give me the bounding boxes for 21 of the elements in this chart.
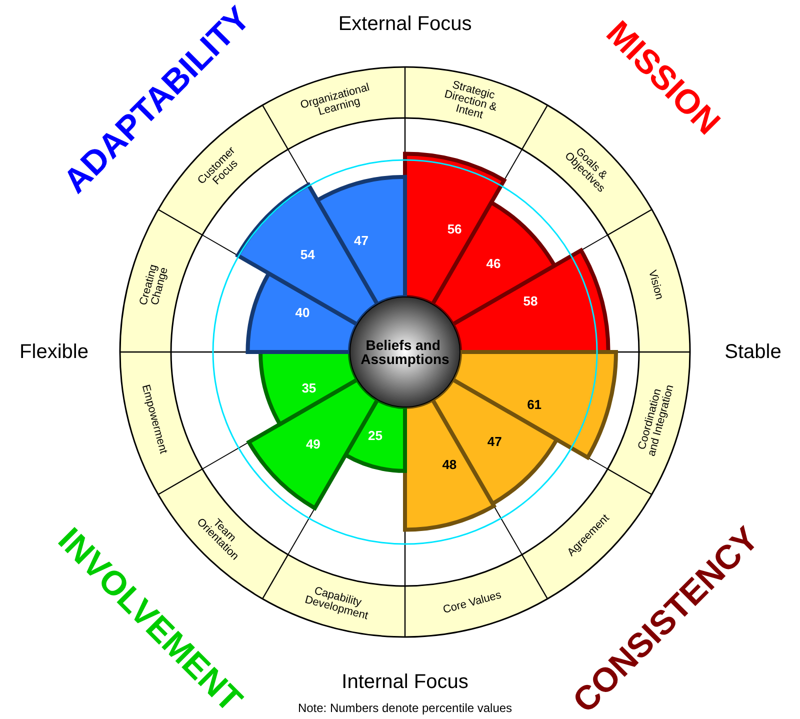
data-label: 48 bbox=[442, 457, 457, 472]
data-label: 56 bbox=[447, 222, 462, 237]
text: Beliefs and Assumptions bbox=[360, 337, 450, 367]
data-label: 47 bbox=[354, 233, 368, 248]
category-label: Vision bbox=[646, 268, 666, 301]
category-label: Strategic Direction & Intent bbox=[443, 78, 502, 122]
text: Stable bbox=[724, 341, 782, 363]
category-label: Core Values bbox=[442, 589, 504, 616]
data-label: 54 bbox=[300, 247, 316, 262]
data-label: 25 bbox=[368, 428, 382, 443]
text: Note: Numbers denote percentile values bbox=[298, 701, 512, 715]
text: External Focus bbox=[338, 13, 472, 35]
data-label: 35 bbox=[302, 380, 316, 396]
data-label: 58 bbox=[523, 294, 538, 309]
data-label: 49 bbox=[306, 436, 320, 452]
text: Internal Focus bbox=[342, 671, 468, 693]
data-label: 46 bbox=[486, 256, 501, 271]
data-label: 40 bbox=[295, 305, 310, 320]
data-label: 61 bbox=[527, 397, 542, 412]
text: Flexible bbox=[20, 341, 88, 363]
data-label: 47 bbox=[487, 434, 502, 450]
